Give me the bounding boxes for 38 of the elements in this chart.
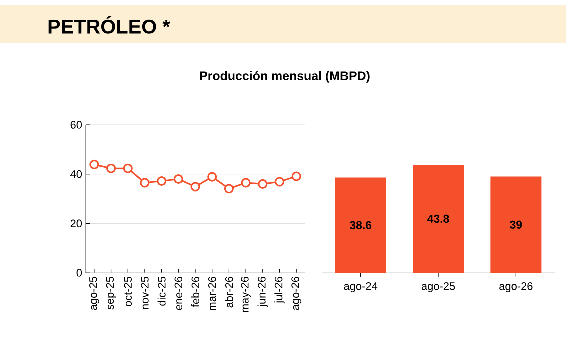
- point: [106, 164, 116, 174]
- point: [241, 178, 251, 188]
- x-tick-label: ene-26: [174, 277, 183, 310]
- point: [208, 172, 218, 182]
- x-tick-label: sep-25: [106, 276, 116, 310]
- data-label: 43.8: [428, 214, 450, 224]
- x-tick-label: abr-26: [225, 277, 234, 308]
- x-tick-label: dic-25: [158, 276, 166, 306]
- point: [174, 174, 184, 184]
- x-tick-label: nov-25: [141, 276, 149, 310]
- y-tick-label: 20: [70, 220, 82, 228]
- point: [258, 179, 268, 189]
- data-label: 38.6: [350, 221, 372, 230]
- x-tick-label: ago-26: [500, 282, 533, 292]
- x-tick-label: ago-25: [89, 276, 100, 310]
- x-tick-label: ago-25: [422, 282, 456, 292]
- data-label: 39: [510, 220, 522, 229]
- x-tick-label: may-26: [241, 277, 251, 312]
- point: [274, 177, 285, 187]
- point: [190, 182, 200, 192]
- x-tick-label: jul-26: [274, 277, 285, 304]
- chart-title: PETRÓLEO *: [48, 16, 170, 34]
- x-tick-label: ago-24: [344, 282, 378, 292]
- point: [157, 176, 167, 186]
- x-tick-label: mar-26: [208, 277, 216, 310]
- point: [90, 160, 100, 170]
- point: [123, 164, 133, 174]
- chart-subtitle: Producción mensual (MBPD): [200, 71, 370, 83]
- y-tick-label: 40: [70, 170, 82, 178]
- x-tick-label: ago-26: [292, 277, 302, 310]
- x-tick-label: oct-25: [124, 276, 132, 307]
- x-tick-label: feb-26: [191, 277, 200, 308]
- x-tick-label: jun-26: [258, 277, 268, 308]
- point: [140, 178, 150, 188]
- point: [292, 172, 302, 182]
- point: [224, 184, 234, 194]
- y-tick-label: 60: [70, 121, 82, 129]
- y-tick-label: 0: [76, 269, 82, 277]
